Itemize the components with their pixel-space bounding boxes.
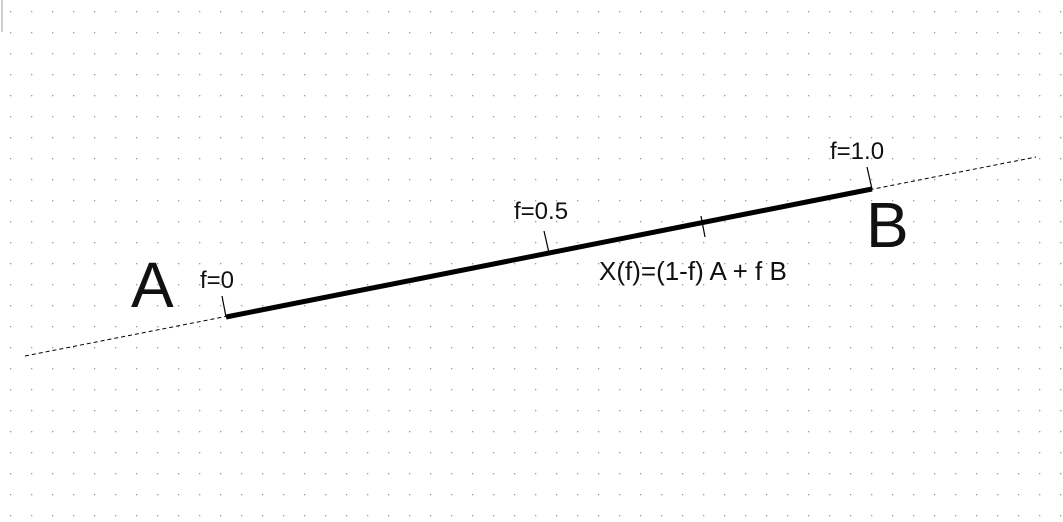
point-a-label: A — [131, 249, 174, 321]
tick-f05 — [543, 230, 550, 254]
tick-f0-label: f=0 — [200, 267, 234, 294]
extended-dashed-line — [24, 156, 1037, 357]
tick-f0 — [221, 295, 227, 318]
tick-f075 — [700, 215, 706, 238]
tick-f1 — [866, 166, 873, 190]
tick-f05-label: f=0.5 — [514, 198, 568, 225]
point-b-label: B — [866, 189, 909, 261]
formula-label: X(f)=(1-f) A + f B — [599, 256, 787, 286]
tick-f1-label: f=1.0 — [830, 138, 884, 165]
